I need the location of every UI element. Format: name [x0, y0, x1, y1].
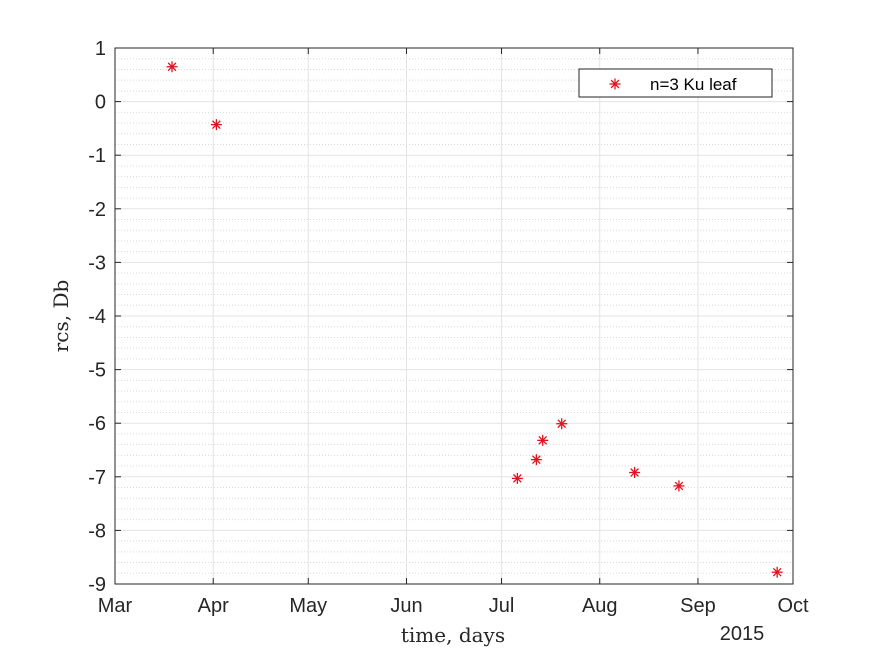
y-axis-label: rcs, Db — [49, 280, 73, 353]
year-label: 2015 — [720, 623, 765, 645]
legend-marker-asterisk — [609, 78, 621, 90]
asterisk-stroke — [513, 474, 522, 483]
asterisk-stroke — [674, 481, 684, 491]
y-tick-label: 0 — [95, 92, 106, 114]
asterisk-stroke — [167, 62, 177, 72]
asterisk-stroke — [630, 468, 639, 477]
asterisk-stroke — [772, 567, 782, 577]
data-point — [537, 434, 549, 446]
x-tick-label: Mar — [98, 595, 133, 617]
data-point — [771, 566, 783, 578]
data-point — [511, 472, 523, 484]
legend: n=3 Ku leaf — [578, 68, 773, 98]
data-point — [530, 454, 542, 466]
x-tick-label: Sep — [680, 595, 716, 617]
y-tick-label: -8 — [88, 520, 106, 542]
y-tick-label: -2 — [88, 199, 106, 221]
x-tick-label: Oct — [777, 595, 809, 617]
legend-asterisk — [609, 78, 621, 90]
x-tick-label: Jun — [390, 595, 422, 617]
asterisk-stroke — [538, 436, 548, 445]
y-tick-label: -5 — [88, 360, 106, 382]
axis-tick-marks — [114, 47, 794, 585]
x-tick-label: May — [289, 595, 327, 617]
asterisk-stroke — [212, 120, 221, 129]
y-tick-label: -7 — [88, 467, 106, 489]
data-point — [210, 119, 222, 131]
asterisk-stroke — [557, 419, 567, 429]
data-point — [556, 418, 568, 430]
data-point — [166, 61, 178, 73]
y-tick-label: 1 — [95, 38, 106, 60]
y-tick-label: -9 — [88, 574, 106, 596]
legend-entry-label: n=3 Ku leaf — [650, 75, 737, 94]
x-tick-label: Aug — [582, 595, 618, 617]
data-point — [629, 467, 641, 479]
x-tick-label: Apr — [198, 595, 229, 617]
y-tick-labels: 1 0 -1 -2 -3 -4 -5 -6 -7 -8 -9 — [88, 38, 106, 596]
y-tick-label: -3 — [88, 252, 106, 274]
asterisk-stroke — [610, 79, 620, 89]
data-point — [673, 480, 685, 492]
asterisk-stroke — [532, 455, 541, 464]
y-tick-label: -1 — [88, 145, 106, 167]
y-tick-label: -4 — [88, 306, 106, 328]
data-points — [166, 61, 783, 578]
y-tick-label: -6 — [88, 413, 106, 435]
x-tick-label: Jul — [489, 595, 515, 617]
legend-box — [578, 68, 773, 98]
x-tick-labels: Mar Apr May Jun Jul Aug Sep Oct — [98, 595, 809, 617]
x-axis-label: time, days — [401, 623, 505, 647]
